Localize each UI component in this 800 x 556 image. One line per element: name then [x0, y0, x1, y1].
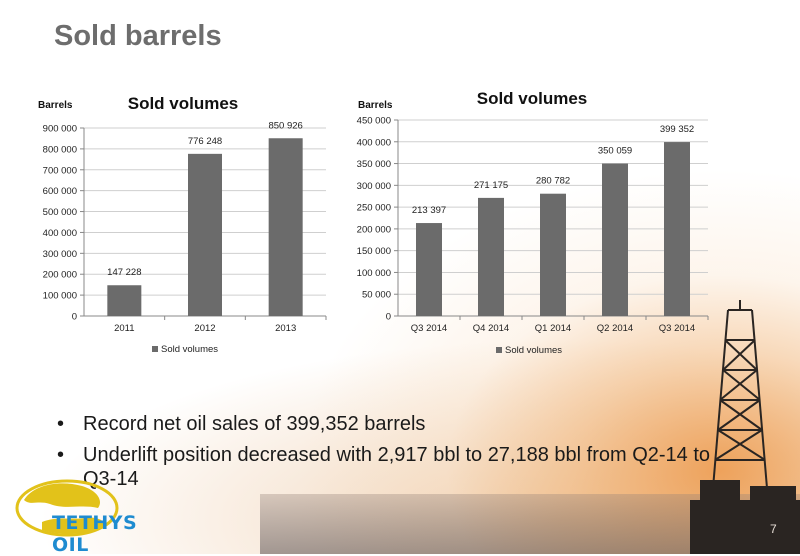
y-tick-label: 500 000 [43, 207, 77, 218]
y-tick-label: 450 000 [357, 116, 391, 127]
bar [268, 138, 303, 316]
x-tick-label: Q3 2014 [411, 323, 447, 334]
y-tick-label: 200 000 [43, 270, 77, 281]
bar [664, 142, 690, 316]
y-tick-label: 0 [386, 312, 391, 323]
y-tick-label: 300 000 [357, 181, 391, 192]
legend-label: Sold volumes [505, 345, 562, 356]
y-tick-label: 250 000 [357, 203, 391, 214]
y-tick-label: 600 000 [43, 186, 77, 197]
y-tick-label: 300 000 [43, 249, 77, 260]
y-tick-label: 0 [72, 312, 77, 323]
y-tick-label: 150 000 [357, 246, 391, 257]
data-label: 776 248 [188, 136, 222, 147]
data-label: 850 926 [268, 120, 302, 131]
y-tick-label: 100 000 [357, 268, 391, 279]
y-tick-label: 400 000 [43, 228, 77, 239]
slide-title: Sold barrels [54, 20, 222, 52]
y-axis-label: Barrels [38, 100, 73, 111]
y-tick-label: 800 000 [43, 144, 77, 155]
data-label: 271 175 [474, 180, 508, 191]
legend-label: Sold volumes [161, 344, 218, 355]
bullet-list: Record net oil sales of 399,352 barrels … [55, 412, 735, 498]
legend-swatch [152, 346, 158, 352]
y-tick-label: 100 000 [43, 291, 77, 302]
chart-quarterly-sold-volumes: Barrels Sold volumes 0 50 000 100 000 150 000… [346, 86, 716, 368]
chart-title: Sold volumes [128, 94, 239, 113]
x-tick-label: Q2 2014 [597, 323, 633, 334]
chart-title: Sold volumes [477, 89, 588, 108]
data-label: 213 397 [412, 205, 446, 216]
chart-annual-sold-volumes: Barrels Sold volumes 0 100 000 200 000 300 00… [28, 88, 328, 368]
legend-swatch [496, 347, 502, 353]
x-tick-label: 2013 [275, 323, 296, 334]
y-tick-label: 400 000 [357, 137, 391, 148]
globe-logo-icon [15, 479, 119, 537]
y-tick-label: 50 000 [362, 290, 391, 301]
logo-text: TETHYS OIL [52, 512, 138, 556]
bullet-item: Record net oil sales of 399,352 barrels [55, 412, 735, 436]
data-label: 399 352 [660, 124, 694, 135]
bar [540, 193, 566, 316]
y-axis-label: Barrels [358, 100, 393, 111]
quarterly-bar-chart: Barrels Sold volumes 0 50 000 100 000 150 000… [357, 89, 709, 356]
y-tick-label: 900 000 [43, 124, 77, 135]
y-tick-label: 350 000 [357, 159, 391, 170]
bar [416, 223, 442, 316]
x-tick-label: 2012 [194, 323, 215, 334]
bar [107, 285, 142, 316]
bar [478, 197, 504, 316]
data-label: 350 059 [598, 146, 632, 157]
y-tick-label: 700 000 [43, 165, 77, 176]
page-number: 7 [770, 522, 777, 536]
data-label: 280 782 [536, 176, 570, 187]
x-tick-label: Q4 2014 [473, 323, 509, 334]
annual-bar-chart: Barrels Sold volumes 0 100 000 200 000 300 00… [38, 94, 327, 355]
company-logo: TETHYS OIL [12, 478, 172, 556]
bullet-item: Underlift position decreased with 2,917 … [55, 443, 735, 491]
x-tick-label: Q3 2014 [659, 323, 695, 334]
x-tick-label: Q1 2014 [535, 323, 571, 334]
bar [188, 153, 222, 316]
bar [602, 163, 628, 316]
x-tick-label: 2011 [114, 323, 134, 334]
y-tick-label: 200 000 [357, 224, 391, 235]
data-label: 147 228 [107, 267, 141, 278]
